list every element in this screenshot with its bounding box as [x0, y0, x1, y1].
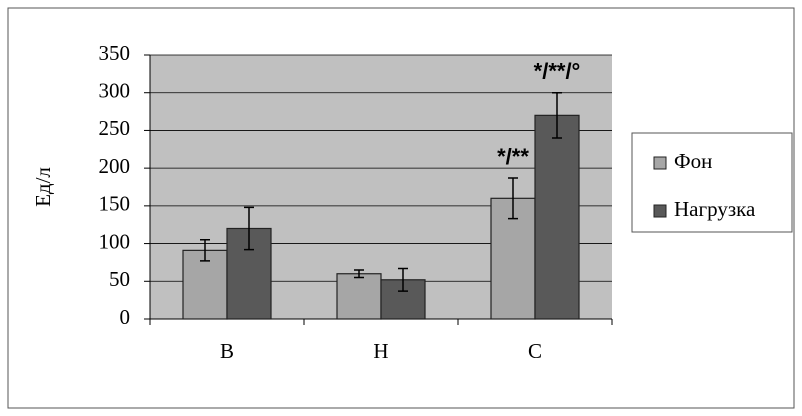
y-tick-label: 100: [99, 229, 131, 253]
y-tick-label: 50: [109, 267, 130, 291]
legend-swatch: [653, 156, 667, 170]
y-tick-label: 150: [99, 192, 131, 216]
y-tick-label: 300: [99, 79, 131, 103]
y-tick-label: 350: [99, 41, 131, 65]
error-bar: [508, 177, 518, 220]
x-tick-label: C: [528, 339, 542, 363]
annotation: */**/°: [534, 59, 581, 84]
error-bar: [552, 91, 562, 139]
x-tick-label: B: [220, 339, 234, 363]
x-tick-label: H: [373, 339, 388, 363]
legend-swatch: [653, 204, 667, 218]
error-bar: [244, 206, 254, 251]
y-tick-label: 0: [120, 305, 131, 329]
y-axis-label: Ед/л: [31, 167, 55, 207]
y-tick-label: 200: [99, 154, 131, 178]
error-bar: [398, 267, 408, 292]
legend-label: Нагрузка: [674, 197, 756, 221]
y-tick-label: 250: [99, 116, 131, 140]
error-bar: [200, 239, 210, 262]
bar: [336, 273, 382, 320]
error-bar: [354, 269, 364, 279]
legend-label: Фон: [674, 149, 712, 173]
annotation: */**: [497, 144, 529, 169]
bar: [534, 114, 580, 320]
